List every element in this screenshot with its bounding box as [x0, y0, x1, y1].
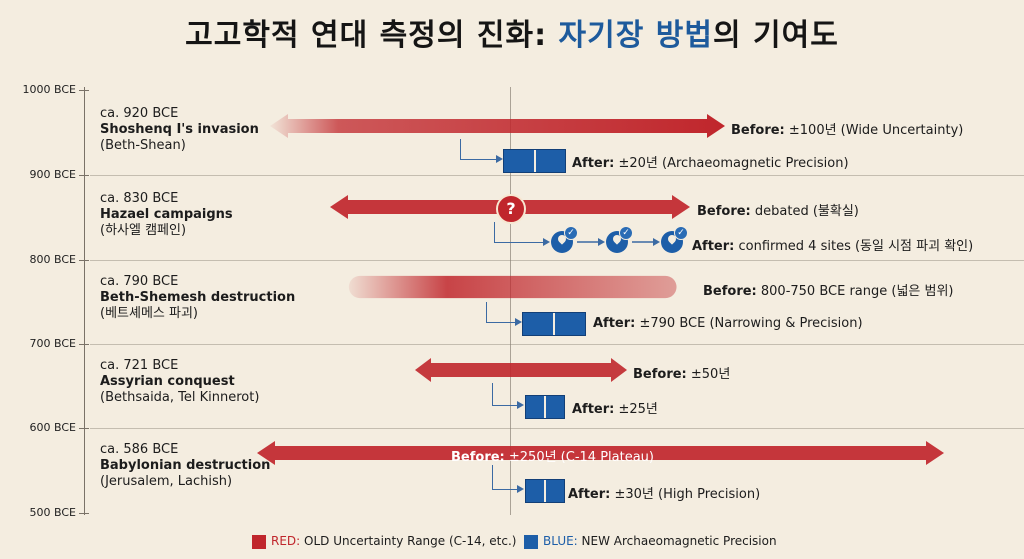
after-note: After: confirmed 4 sites (동일 시점 파괴 확인) — [692, 239, 974, 254]
event-name: Hazael campaigns — [100, 207, 233, 222]
axis-label-800: 800 BCE — [29, 253, 76, 266]
axis-label-600: 600 BCE — [29, 421, 76, 434]
uncertainty-bar-old — [270, 114, 725, 138]
title-highlight: 자기장 방법 — [558, 18, 713, 53]
axis-tick — [79, 428, 89, 429]
connector-arrow — [543, 238, 550, 246]
connector-line — [494, 222, 545, 243]
precision-box-new — [525, 395, 565, 419]
after-note: After: ±790 BCE (Narrowing & Precision) — [593, 316, 863, 331]
event-sub: (하사엘 캠페인) — [100, 223, 187, 238]
row-divider — [90, 344, 1024, 345]
event-date: ca. 586 BCE — [100, 442, 179, 457]
row-divider — [90, 428, 1024, 429]
uncertainty-bar-old — [257, 441, 944, 465]
event-shoshenq: ca. 920 BCE Shoshenq I's invasion (Beth-… — [100, 106, 259, 154]
connector-line — [492, 383, 519, 406]
before-note: Before: ±100년 (Wide Uncertainty) — [731, 123, 964, 138]
connector-arrow — [517, 401, 524, 409]
page-title: 고고학적 연대 측정의 진화: 자기장 방법의 기여도 — [0, 10, 1024, 54]
site-confirmed-icon: ✓ — [661, 226, 688, 253]
event-name: Assyrian conquest — [100, 374, 235, 389]
event-name: Shoshenq I's invasion — [100, 122, 259, 137]
axis-tick — [79, 175, 89, 176]
event-sub: (베트셰메스 파괴) — [100, 306, 198, 321]
legend: RED: OLD Uncertainty Range (C-14, etc.) … — [0, 533, 1024, 551]
uncertainty-bar-old — [348, 275, 677, 299]
axis-label-900: 900 BCE — [29, 168, 76, 181]
arrow-icon — [577, 238, 605, 246]
connector-line — [486, 302, 517, 323]
axis-tick — [79, 344, 89, 345]
event-sub: (Beth-Shean) — [100, 138, 186, 153]
before-note: Before: debated (불확실) — [697, 204, 859, 219]
connector-arrow — [517, 485, 524, 493]
legend-red-swatch — [252, 535, 266, 549]
before-note: Before: ±50년 — [633, 367, 731, 382]
connector-arrow — [496, 155, 503, 163]
event-name: Beth-Shemesh destruction — [100, 290, 296, 305]
before-note: Before: ±250년 (C-14 Plateau) — [451, 450, 654, 465]
connector-line — [492, 465, 519, 490]
legend-red-entry: RED: OLD Uncertainty Range (C-14, etc.) — [271, 534, 517, 548]
axis-tick — [79, 90, 89, 91]
axis-tick — [79, 260, 89, 261]
event-beth-shemesh: ca. 790 BCE Beth-Shemesh destruction (베트… — [100, 274, 295, 322]
axis-label-700: 700 BCE — [29, 337, 76, 350]
legend-blue-swatch — [524, 535, 538, 549]
event-date: ca. 790 BCE — [100, 274, 179, 289]
precision-box-new — [525, 479, 565, 503]
uncertainty-bar-old — [415, 358, 627, 382]
row-divider — [90, 175, 1024, 176]
title-part2: 의 기여도 — [712, 18, 839, 53]
precision-box-new — [522, 312, 586, 336]
event-hazael: ca. 830 BCE Hazael campaigns (하사엘 캠페인) — [100, 191, 233, 239]
site-confirmed-icon: ✓ — [606, 226, 633, 253]
event-date: ca. 920 BCE — [100, 106, 179, 121]
event-babylonian-destruction: ca. 586 BCE Babylonian destruction (Jeru… — [100, 442, 270, 490]
event-assyrian-conquest: ca. 721 BCE Assyrian conquest (Bethsaida… — [100, 358, 259, 406]
connector-line — [460, 139, 499, 160]
question-icon: ? — [496, 194, 526, 224]
arrow-icon — [632, 238, 660, 246]
axis-tick — [79, 513, 89, 514]
center-reference-line — [510, 87, 511, 515]
title-part1: 고고학적 연대 측정의 진화: — [185, 18, 559, 53]
after-note: After: ±25년 — [572, 402, 658, 417]
event-sub: (Jerusalem, Lachish) — [100, 474, 233, 489]
row-divider — [90, 260, 1024, 261]
precision-box-new — [503, 149, 566, 173]
legend-blue-entry: BLUE: NEW Archaeomagnetic Precision — [543, 534, 777, 548]
event-date: ca. 721 BCE — [100, 358, 179, 373]
axis-label-1000: 1000 BCE — [22, 83, 76, 96]
event-date: ca. 830 BCE — [100, 191, 179, 206]
axis-label-500: 500 BCE — [29, 506, 76, 519]
site-confirmed-icon: ✓ — [551, 226, 578, 253]
event-sub: (Bethsaida, Tel Kinnerot) — [100, 390, 260, 405]
after-note: After: ±20년 (Archaeomagnetic Precision) — [572, 156, 849, 171]
before-note: Before: 800-750 BCE range (넓은 범위) — [703, 284, 954, 299]
time-axis — [84, 87, 85, 515]
after-note: After: ±30년 (High Precision) — [568, 487, 761, 502]
connector-arrow — [515, 318, 522, 326]
event-name: Babylonian destruction — [100, 458, 271, 473]
